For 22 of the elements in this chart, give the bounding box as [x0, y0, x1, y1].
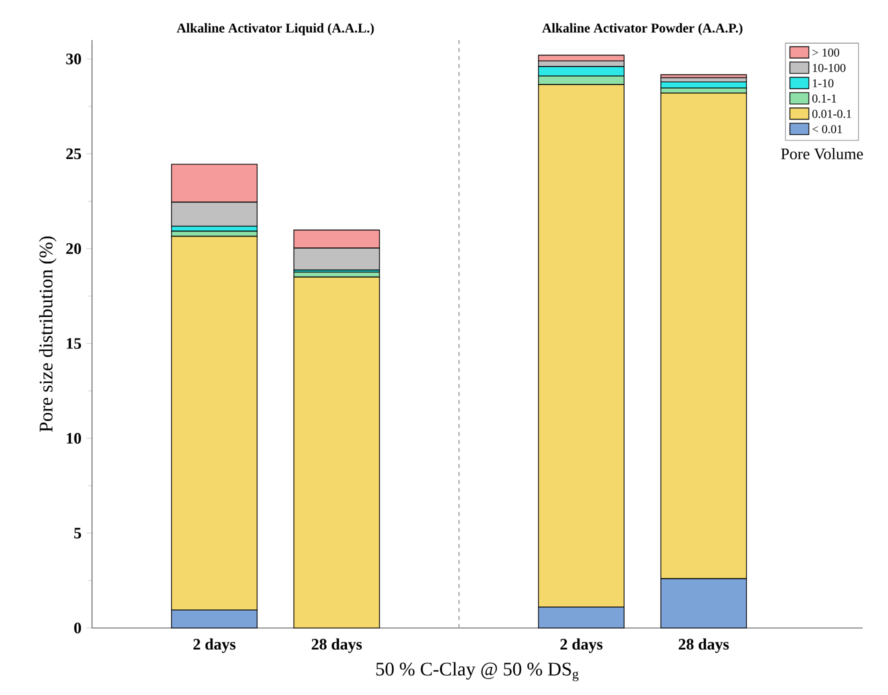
- legend-label: 0.1-1: [812, 94, 836, 103]
- y-tick-label: 25: [66, 148, 82, 160]
- legend-label: > 100: [812, 48, 840, 57]
- x-tick-label: 28 days: [312, 638, 362, 653]
- y-tick-label: 5: [74, 528, 82, 538]
- y-tick-label: 10: [66, 432, 81, 444]
- y-tick-label: 0: [74, 622, 81, 634]
- y-tick-label: 30: [66, 54, 81, 64]
- legend-label: < 0.01: [812, 125, 842, 134]
- x-tick-label: 28 days: [678, 638, 729, 653]
- legend-label: 0.01-0.1: [812, 110, 852, 118]
- legend-title: Pore Volume: [781, 148, 863, 160]
- legend-label: 10-100: [812, 64, 846, 72]
- x-tick-label: 2 days: [560, 638, 602, 653]
- x-tick-label: 2 days: [193, 638, 236, 653]
- text: Alkaline Activator Powder (A.A.P.): [542, 23, 742, 36]
- text: Alkaline Activator Liquid (A.A.L.): [176, 23, 374, 36]
- legend-label: 1-10: [812, 79, 834, 88]
- y-tick-label: 15: [66, 338, 82, 349]
- x-axis-title: 50 % C-Clay @ 50 % DS$_{g}$: [376, 662, 579, 682]
- y-axis-title: Pore size distribution (%): [39, 236, 56, 432]
- y-tick-label: 20: [66, 243, 81, 254]
